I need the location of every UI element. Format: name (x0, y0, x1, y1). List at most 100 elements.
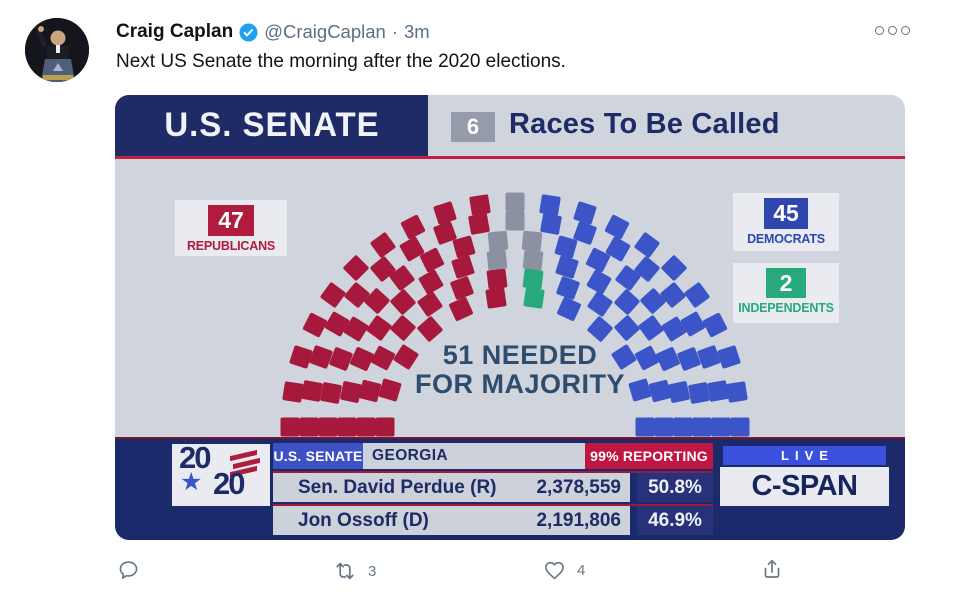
time-separator: · (391, 21, 398, 42)
senate-seat (522, 287, 545, 310)
author-handle[interactable]: @CraigCaplan (264, 21, 386, 42)
race-label: U.S. SENATE (273, 443, 363, 469)
senate-seat (673, 417, 693, 437)
senate-seat (726, 380, 749, 403)
tweet-image[interactable]: U.S. SENATE 6 Races To Be Called 51 NEED… (115, 95, 905, 540)
senate-seat (468, 213, 491, 236)
network-logo: C-SPAN (720, 467, 889, 506)
senate-seat (369, 231, 397, 259)
senate-seat (281, 380, 304, 403)
senate-seat (365, 314, 393, 342)
author-name[interactable]: Craig Caplan (116, 21, 234, 42)
senate-seat (522, 249, 543, 271)
senate-seat (586, 268, 612, 295)
senate-seat (660, 254, 688, 282)
star-icon: ★ (180, 468, 203, 496)
avatar[interactable] (25, 18, 89, 82)
senate-seat (521, 230, 543, 252)
like-button[interactable]: 4 (543, 559, 585, 582)
retweet-button[interactable]: 3 (333, 559, 376, 583)
senate-seat (604, 213, 630, 240)
senate-seat (348, 346, 375, 372)
senate-seat (375, 417, 395, 437)
senate-seat (702, 312, 729, 338)
senate-seat (485, 287, 508, 310)
senate-seat (468, 193, 491, 216)
republicans-label: REPUBLICANS (186, 239, 276, 253)
result-row: Sen. David Perdue (R) 2,378,559 50.8% (273, 471, 713, 504)
share-icon (764, 559, 780, 578)
senate-seat (706, 380, 729, 403)
candidate-pct: 46.9% (637, 506, 713, 535)
heart-icon (545, 561, 564, 580)
election-2020-logo: 20 ★ 20 (172, 444, 270, 506)
senate-seat (554, 255, 579, 280)
democrats-count: 45 (764, 198, 808, 229)
senate-seat (342, 254, 370, 282)
senate-seat (280, 417, 300, 437)
senate-seat (633, 231, 661, 259)
senate-seat (418, 268, 444, 295)
senate-seat (416, 315, 444, 343)
senate-seat (711, 417, 731, 437)
senate-seat (486, 268, 508, 290)
democrats-card: 45 DEMOCRATS (733, 193, 839, 251)
graphic-title-box: U.S. SENATE (115, 95, 428, 156)
democrats-label: DEMOCRATS (747, 232, 825, 246)
like-count: 4 (577, 562, 586, 579)
senate-seat (730, 417, 750, 437)
tweet-text: Next US Senate the morning after the 202… (116, 51, 566, 72)
independents-label: INDEPENDENTS (738, 301, 834, 315)
tweet-timestamp[interactable]: 3m (404, 21, 430, 42)
senate-seat (586, 315, 614, 343)
senate-seat (320, 381, 343, 404)
republicans-count: 47 (208, 205, 254, 236)
ticker-bar: 20 ★ 20 U.S. SENATE GEORGIA 99% REPORTIN… (115, 437, 905, 540)
independents-count: 2 (766, 268, 806, 298)
majority-note: 51 NEEDED FOR MAJORITY (390, 341, 650, 399)
senate-seat (668, 380, 691, 404)
logo-year-bottom: 20 (213, 466, 246, 501)
senate-seat (452, 235, 476, 259)
candidate-votes: 2,378,559 (536, 476, 621, 498)
senate-seat (505, 211, 525, 231)
senate-seat (586, 291, 613, 318)
reporting-badge: 99% REPORTING (585, 443, 713, 469)
senate-seat (637, 314, 665, 342)
independents-card: 2 INDEPENDENTS (733, 263, 839, 323)
dot-icon (888, 26, 897, 35)
candidate-votes: 2,191,806 (536, 509, 621, 531)
republicans-card: 47 REPUBLICANS (175, 200, 287, 256)
senate-seat (417, 291, 444, 318)
senate-seat (433, 201, 458, 225)
reply-button[interactable] (117, 558, 140, 581)
results-header-row: U.S. SENATE GEORGIA 99% REPORTING (273, 443, 713, 469)
candidate-name: Jon Ossoff (D) (298, 509, 429, 531)
senate-seat (522, 268, 544, 290)
senate-seat (400, 213, 426, 240)
dot-icon (901, 26, 910, 35)
senate-seat (390, 314, 417, 342)
verified-badge-icon (239, 23, 258, 42)
senate-seat (487, 230, 509, 252)
senate-seat (486, 249, 508, 271)
senate-seat (299, 417, 319, 437)
share-button[interactable] (760, 557, 784, 581)
more-menu-button[interactable] (875, 26, 910, 35)
retweet-count: 3 (368, 562, 377, 580)
senate-seat (339, 380, 362, 404)
reply-icon (119, 561, 138, 579)
senate-seat (449, 275, 475, 300)
senate-seat (356, 417, 376, 437)
live-badge: LIVE (723, 446, 886, 465)
senate-seat (635, 417, 655, 437)
logo-year-top: 20 (179, 444, 212, 475)
candidate-name: Sen. David Perdue (R) (298, 476, 497, 498)
senate-seat (683, 281, 711, 309)
senate-seat (539, 193, 562, 216)
senate-seat (613, 288, 641, 316)
senate-seat (572, 201, 597, 225)
senate-seat (654, 417, 674, 437)
results-table: U.S. SENATE GEORGIA 99% REPORTING Sen. D… (273, 443, 713, 535)
senate-seat (648, 379, 672, 403)
